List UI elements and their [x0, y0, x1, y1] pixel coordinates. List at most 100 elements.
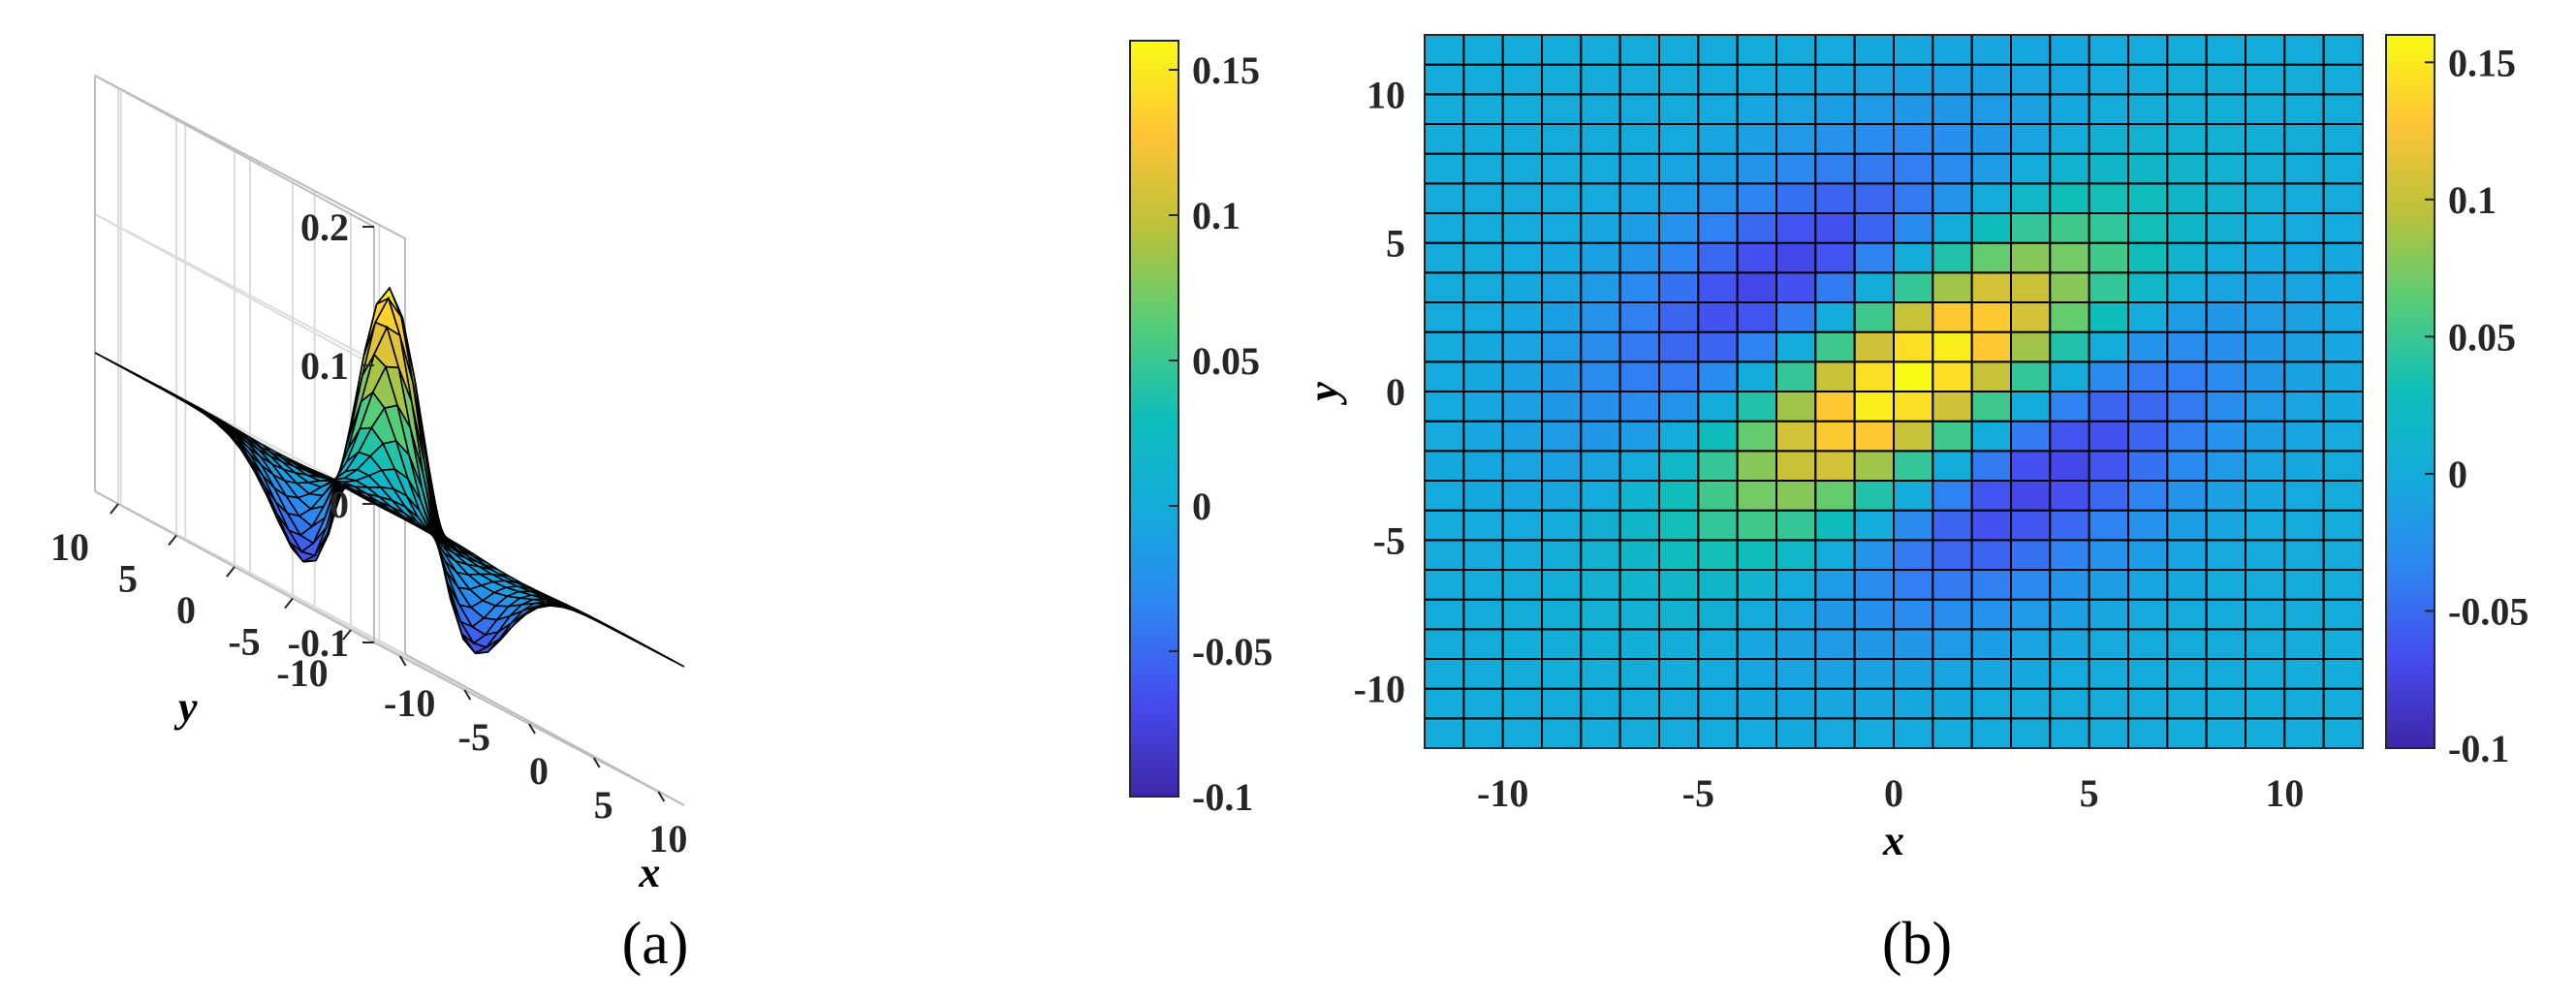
heatmap-cell: [1580, 360, 1621, 393]
heatmap-cell: [1932, 360, 1973, 393]
heatmap-cell: [1618, 420, 1660, 453]
heatmap-cell: [1814, 271, 1856, 304]
heatmap-cell: [1541, 182, 1583, 214]
heatmap-cell: [1697, 330, 1739, 363]
heatmap-cell: [1893, 598, 1934, 631]
heatmap-cell: [2283, 450, 2325, 483]
heatmap-cell: [1541, 241, 1583, 274]
heatmap-cell: [1462, 182, 1504, 214]
heatmap-cell: [1814, 182, 1856, 214]
heatmap-colorbar-tick-label: 0.1: [2448, 178, 2497, 222]
heatmap-cell: [1618, 598, 1660, 631]
heatmap-cell: [1970, 34, 2012, 66]
heatmap-cell: [2166, 63, 2208, 96]
heatmap-cell: [2127, 301, 2169, 333]
heatmap-cell: [1697, 241, 1739, 274]
heatmap-cell: [2010, 420, 2052, 453]
heatmap-cell: [2283, 658, 2325, 690]
heatmap-cell: [1424, 271, 1465, 304]
heatmap-cell: [1541, 63, 1583, 96]
heatmap-cell: [1424, 152, 1465, 185]
heatmap-panel: -10 -5 0 5 10 -10 -5 0 5 10 x y -0.1 -0.05 0 0.05 0.1…: [1300, 34, 2529, 977]
heatmap-cell: [1697, 450, 1739, 483]
surface-y-tick-label: 10: [50, 525, 89, 569]
heatmap-cell: [1501, 123, 1543, 155]
heatmap-cell: [1736, 391, 1777, 423]
heatmap-cell: [1541, 301, 1583, 333]
heatmap-cell: [2127, 360, 2169, 393]
heatmap-cell: [2088, 241, 2130, 274]
heatmap-cell: [1618, 93, 1660, 126]
heatmap-cell: [1541, 123, 1583, 155]
heatmap-y-axis-label: y: [1300, 382, 1347, 406]
heatmap-cell: [2283, 271, 2325, 304]
heatmap-cell: [2166, 628, 2208, 660]
heatmap-cell: [1697, 93, 1739, 126]
heatmap-cell: [1501, 420, 1543, 453]
heatmap-cell: [1424, 539, 1465, 571]
heatmap-cell: [1970, 391, 2012, 423]
heatmap-cell: [1970, 717, 2012, 749]
heatmap-cell: [1618, 330, 1660, 363]
heatmap-cell: [2127, 687, 2169, 720]
heatmap-cell: [2283, 420, 2325, 453]
heatmap-x-tick-label: 10: [2265, 771, 2304, 815]
heatmap-cell: [2049, 34, 2090, 66]
heatmap-cell: [2205, 152, 2247, 185]
heatmap-cell: [1932, 301, 1973, 333]
heatmap-cell: [2166, 717, 2208, 749]
heatmap-cell: [2322, 360, 2365, 393]
heatmap-cell: [1814, 658, 1856, 690]
heatmap-cell: [1501, 360, 1543, 393]
heatmap-cell: [2049, 212, 2090, 244]
heatmap-cell: [2322, 271, 2365, 304]
heatmap-colorbar-tick-label: -0.1: [2448, 727, 2509, 770]
heatmap-colorbar-gradient: [2385, 34, 2435, 749]
heatmap-cell: [2205, 480, 2247, 512]
surface-y-tick-label: -10: [276, 651, 328, 695]
heatmap-cell: [1580, 241, 1621, 274]
heatmap-cell: [1893, 330, 1934, 363]
heatmap-cell: [1462, 480, 1504, 512]
heatmap-cell: [1658, 123, 1700, 155]
heatmap-cell: [2166, 420, 2208, 453]
heatmap-cell: [2049, 182, 2090, 214]
heatmap-cell: [2127, 330, 2169, 363]
heatmap-cell: [1424, 420, 1465, 453]
heatmap-cell: [2010, 93, 2052, 126]
heatmap-cell: [1697, 420, 1739, 453]
heatmap-cell: [2205, 123, 2247, 155]
heatmap-cell: [2166, 450, 2208, 483]
heatmap-cell: [1736, 182, 1777, 214]
heatmap-cell: [1970, 93, 2012, 126]
heatmap-cell: [2283, 182, 2325, 214]
heatmap-cell: [1580, 569, 1621, 601]
heatmap-cell: [1775, 391, 1817, 423]
heatmap-cell: [2322, 241, 2365, 274]
heatmap-cell: [1658, 450, 1700, 483]
heatmap-cell: [1775, 330, 1817, 363]
heatmap-cell: [1424, 63, 1465, 96]
heatmap-cell: [2245, 658, 2286, 690]
heatmap-cell: [1462, 271, 1504, 304]
heatmap-cell: [1580, 152, 1621, 185]
heatmap-cell: [1697, 687, 1739, 720]
heatmap-cell: [1541, 152, 1583, 185]
heatmap-cell: [2166, 360, 2208, 393]
heatmap-x-axis-label: x: [1882, 817, 1904, 864]
heatmap-cells: [1424, 34, 2365, 749]
heatmap-cell: [2283, 330, 2325, 363]
heatmap-cell: [1541, 509, 1583, 542]
heatmap-cell: [2166, 182, 2208, 214]
heatmap-cell: [2010, 717, 2052, 749]
heatmap-colorbar-tick-label: 0.05: [2448, 315, 2516, 359]
heatmap-cell: [1658, 93, 1700, 126]
heatmap-cell: [1580, 271, 1621, 304]
heatmap-cell: [1618, 391, 1660, 423]
heatmap-cell: [2127, 391, 2169, 423]
tick-mark: [528, 723, 536, 735]
heatmap-cell: [2283, 360, 2325, 393]
heatmap-cell: [2088, 330, 2130, 363]
heatmap-cell: [1541, 480, 1583, 512]
heatmap-frame: [1424, 34, 2364, 749]
